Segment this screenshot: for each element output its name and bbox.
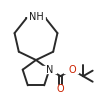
Text: O: O	[57, 84, 64, 94]
Text: N: N	[46, 65, 53, 75]
Text: O: O	[68, 65, 76, 75]
Text: NH: NH	[29, 12, 43, 22]
